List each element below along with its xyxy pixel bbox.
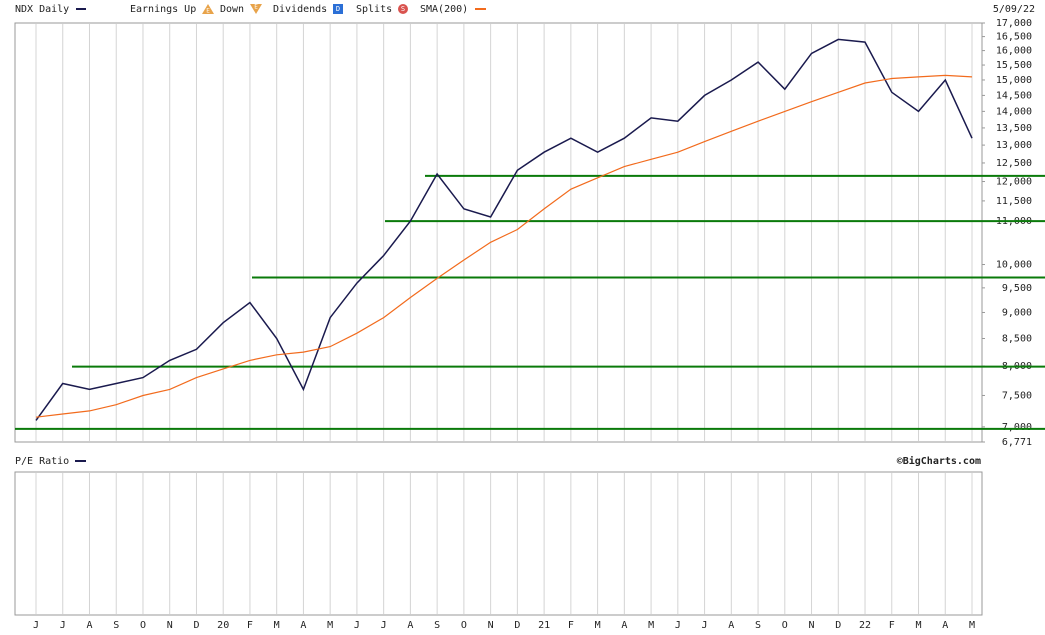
legend-down: Down <box>220 4 244 15</box>
y-tick-label: 9,500 <box>1002 283 1032 294</box>
icon-label: D <box>336 5 340 13</box>
x-tick-label: D <box>514 620 520 631</box>
x-tick-label: N <box>809 620 815 631</box>
credit: ©BigCharts.com <box>897 455 981 467</box>
icon <box>202 4 214 14</box>
icon-label: E <box>206 8 210 15</box>
y-tick-label: 16,000 <box>996 46 1032 57</box>
x-tick-label: M <box>648 620 654 631</box>
y-tick-label: 11,500 <box>996 196 1032 207</box>
x-tick-label: F <box>247 620 253 631</box>
icon-label: S <box>401 5 405 13</box>
y-tick-label: 16,500 <box>996 32 1032 43</box>
y-tick-label: 13,500 <box>996 123 1032 134</box>
x-tick-label: A <box>621 620 627 631</box>
x-tick-label: M <box>327 620 333 631</box>
y-tick-label: 7,500 <box>1002 390 1032 401</box>
legend-dividends: Dividends <box>273 4 327 15</box>
y-tick-label: 14,000 <box>996 106 1032 117</box>
x-tick-label: O <box>140 620 146 631</box>
y-tick-label: 12,000 <box>996 177 1032 188</box>
x-tick-label: N <box>167 620 173 631</box>
x-tick-label: M <box>915 620 921 631</box>
legend-splits: Splits <box>356 4 392 15</box>
x-tick-label: J <box>675 620 681 631</box>
price-line <box>35 38 973 421</box>
x-tick-label: N <box>488 620 494 631</box>
y-tick-label: 9,000 <box>1002 307 1032 318</box>
x-tick-label: A <box>300 620 306 631</box>
x-tick-label: J <box>381 620 387 631</box>
legend-earnings-up: Earnings Up <box>130 4 196 15</box>
x-tick-label: S <box>113 620 119 631</box>
sma-line <box>35 74 973 418</box>
x-tick-label: O <box>461 620 467 631</box>
x-tick-label: 22 <box>859 620 871 631</box>
y-tick-label: 7,000 <box>1002 422 1032 433</box>
legend-sma: SMA(200) <box>420 4 468 15</box>
x-tick-label: S <box>755 620 761 631</box>
x-tick-label: O <box>782 620 788 631</box>
x-tick-label: D <box>835 620 841 631</box>
x-tick-label: M <box>969 620 975 631</box>
y-tick-label: 12,500 <box>996 158 1032 169</box>
icon-label: E <box>254 4 258 11</box>
x-tick-label: J <box>702 620 708 631</box>
x-tick-label: 20 <box>217 620 229 631</box>
icon <box>333 4 343 14</box>
x-tick-label: A <box>728 620 734 631</box>
icon <box>250 4 262 14</box>
price-frame <box>14 22 983 443</box>
icon <box>398 4 408 14</box>
y-tick-label: 15,500 <box>996 60 1032 71</box>
pe-title: P/E Ratio <box>15 456 69 467</box>
x-tick-label: 21 <box>538 620 550 631</box>
y-tick-label: 14,500 <box>996 90 1032 101</box>
y-tick-label: 13,000 <box>996 140 1032 151</box>
y-tick-label: 6,771 <box>1002 437 1032 448</box>
x-tick-label: M <box>595 620 601 631</box>
x-tick-label: A <box>942 620 948 631</box>
x-tick-label: D <box>193 620 199 631</box>
date: 5/09/22 <box>993 4 1035 15</box>
x-tick-label: A <box>407 620 413 631</box>
x-tick-label: A <box>86 620 92 631</box>
x-tick-label: S <box>434 620 440 631</box>
chart-title: NDX Daily <box>15 4 69 15</box>
x-tick-label: M <box>274 620 280 631</box>
x-tick-label: J <box>33 620 39 631</box>
y-tick-label: 17,000 <box>996 18 1032 29</box>
y-tick-label: 15,000 <box>996 75 1032 86</box>
x-tick-label: J <box>60 620 66 631</box>
pe-frame <box>14 471 983 616</box>
x-tick-label: F <box>568 620 574 631</box>
x-tick-label: J <box>354 620 360 631</box>
y-tick-label: 8,500 <box>1002 333 1032 344</box>
x-tick-label: F <box>889 620 895 631</box>
y-tick-label: 10,000 <box>996 260 1032 271</box>
